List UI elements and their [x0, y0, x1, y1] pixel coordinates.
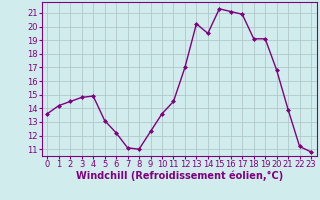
X-axis label: Windchill (Refroidissement éolien,°C): Windchill (Refroidissement éolien,°C)	[76, 171, 283, 181]
